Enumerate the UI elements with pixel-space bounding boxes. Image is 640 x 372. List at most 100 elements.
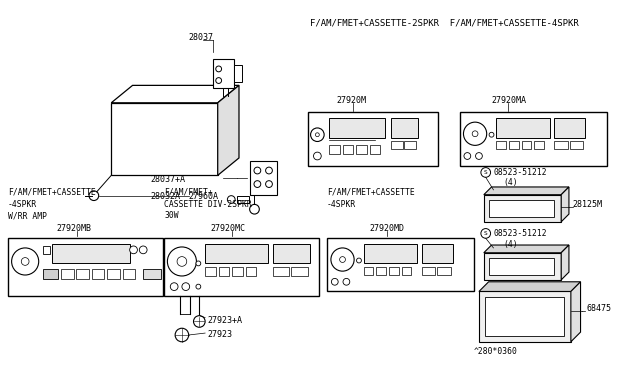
Bar: [422, 244, 453, 263]
Circle shape: [314, 152, 321, 160]
Circle shape: [343, 278, 350, 285]
Circle shape: [196, 284, 201, 289]
Text: 27923: 27923: [207, 330, 232, 339]
Bar: [329, 145, 340, 154]
Circle shape: [340, 257, 346, 262]
Text: S: S: [484, 231, 488, 236]
Circle shape: [193, 316, 205, 327]
Text: F/AM/FMET+CASSETTE: F/AM/FMET+CASSETTE: [8, 188, 95, 197]
Polygon shape: [561, 245, 569, 280]
Text: CASSETTE DIV-2SPKR: CASSETTE DIV-2SPKR: [164, 199, 252, 209]
Bar: [8, 238, 163, 296]
Circle shape: [481, 228, 491, 238]
Circle shape: [140, 246, 147, 254]
Circle shape: [130, 246, 138, 254]
Circle shape: [489, 132, 494, 137]
Bar: [164, 238, 319, 296]
Bar: [92, 269, 104, 279]
Circle shape: [463, 122, 486, 145]
Bar: [401, 267, 412, 275]
Bar: [205, 244, 268, 263]
Bar: [497, 141, 506, 149]
Text: 27920MB: 27920MB: [56, 224, 91, 233]
Bar: [554, 141, 568, 149]
Bar: [460, 112, 607, 166]
Bar: [370, 145, 380, 154]
Bar: [422, 267, 435, 275]
Text: 68475: 68475: [586, 304, 611, 313]
Circle shape: [89, 191, 99, 201]
Circle shape: [331, 248, 354, 271]
Text: 28037+A: 28037+A: [150, 175, 185, 185]
Bar: [327, 238, 474, 292]
Bar: [342, 145, 353, 154]
Text: F/AM/FMET+CASSETTE-2SPKR  F/AM/FMET+CASSETTE-4SPKR: F/AM/FMET+CASSETTE-2SPKR F/AM/FMET+CASSE…: [310, 19, 579, 28]
Bar: [488, 199, 554, 217]
Circle shape: [170, 283, 178, 291]
Text: 27920MC: 27920MC: [211, 224, 246, 233]
Bar: [391, 118, 418, 138]
Bar: [250, 161, 276, 195]
Text: 28032A: 28032A: [150, 192, 180, 201]
Bar: [554, 118, 586, 138]
Bar: [391, 141, 403, 149]
Bar: [534, 141, 544, 149]
Bar: [570, 141, 584, 149]
Text: 27920MD: 27920MD: [370, 224, 404, 233]
Bar: [404, 141, 416, 149]
Circle shape: [182, 283, 189, 291]
Circle shape: [332, 278, 338, 285]
Bar: [273, 267, 289, 276]
Bar: [76, 269, 89, 279]
Circle shape: [227, 196, 235, 203]
Polygon shape: [484, 187, 569, 195]
Bar: [273, 244, 310, 263]
Polygon shape: [561, 187, 569, 222]
Circle shape: [216, 66, 221, 72]
Bar: [143, 269, 161, 279]
Polygon shape: [218, 85, 239, 175]
Text: 27960A: 27960A: [189, 192, 219, 201]
Bar: [234, 65, 242, 83]
Bar: [484, 195, 561, 222]
Circle shape: [481, 168, 491, 177]
Bar: [484, 297, 564, 336]
Circle shape: [216, 78, 221, 83]
Bar: [376, 267, 386, 275]
Circle shape: [464, 153, 471, 159]
Bar: [52, 244, 130, 263]
Bar: [364, 267, 374, 275]
Bar: [61, 269, 74, 279]
Text: 27923+A: 27923+A: [207, 316, 242, 325]
Circle shape: [168, 247, 196, 276]
Circle shape: [177, 257, 187, 266]
Circle shape: [175, 328, 189, 342]
Circle shape: [266, 181, 273, 187]
Bar: [111, 103, 218, 175]
Bar: [43, 269, 58, 279]
Bar: [329, 118, 385, 138]
Bar: [364, 244, 417, 263]
Text: 08523-51212: 08523-51212: [493, 228, 547, 238]
Text: -4SPKR: -4SPKR: [327, 199, 356, 209]
Bar: [213, 59, 234, 88]
Bar: [488, 257, 554, 275]
Circle shape: [356, 258, 362, 263]
Circle shape: [12, 248, 38, 275]
Bar: [389, 267, 399, 275]
Polygon shape: [111, 85, 239, 103]
Bar: [497, 118, 550, 138]
Polygon shape: [484, 245, 569, 253]
Text: W/RR AMP: W/RR AMP: [8, 211, 47, 220]
Text: (4): (4): [503, 178, 518, 187]
Polygon shape: [479, 282, 580, 292]
Bar: [43, 246, 51, 254]
Text: (4): (4): [503, 240, 518, 249]
Text: 28037: 28037: [189, 33, 214, 42]
Circle shape: [21, 257, 29, 265]
Circle shape: [254, 167, 260, 174]
Bar: [356, 145, 367, 154]
Bar: [108, 269, 120, 279]
Polygon shape: [571, 282, 580, 342]
Bar: [237, 196, 249, 203]
